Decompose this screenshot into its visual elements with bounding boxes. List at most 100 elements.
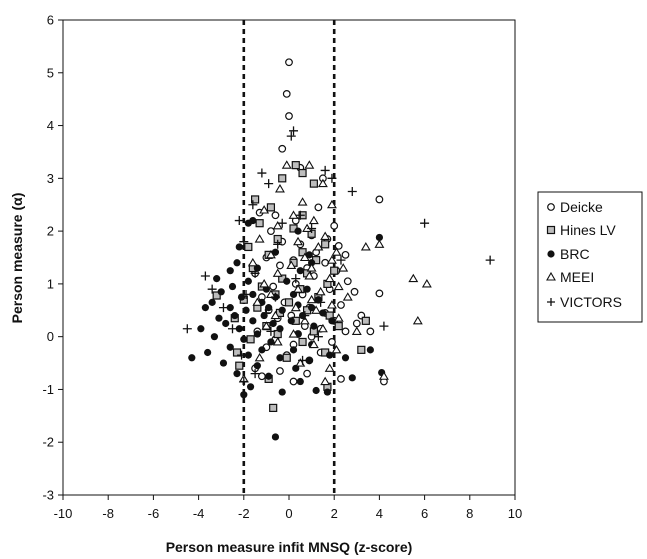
data-point-meei bbox=[297, 197, 308, 206]
data-point-deicke bbox=[352, 319, 361, 328]
data-point-meei bbox=[272, 220, 283, 230]
x-tick-label: -10 bbox=[54, 506, 73, 521]
data-point-meei bbox=[299, 315, 310, 325]
series-meei bbox=[238, 160, 432, 386]
series-brc bbox=[188, 216, 386, 441]
data-point-hines-lv bbox=[278, 174, 287, 183]
data-point-brc bbox=[226, 343, 234, 351]
data-point-brc bbox=[276, 354, 284, 362]
data-point-victors bbox=[420, 218, 430, 228]
data-point-brc bbox=[258, 346, 266, 354]
data-point-brc bbox=[244, 277, 252, 285]
data-point-victors bbox=[241, 289, 251, 299]
data-point-victors bbox=[286, 131, 296, 141]
data-point-brc bbox=[233, 259, 241, 267]
data-point-brc bbox=[283, 277, 291, 285]
data-point-hines-lv bbox=[282, 353, 291, 362]
legend-label-victors: VICTORS bbox=[560, 294, 622, 310]
data-point-meei bbox=[252, 297, 263, 306]
data-point-brc bbox=[201, 304, 209, 312]
data-point-brc bbox=[204, 348, 212, 357]
data-point-meei bbox=[338, 263, 349, 272]
x-axis-title: Person measure infit MNSQ (z-score) bbox=[166, 539, 413, 555]
data-point-victors bbox=[347, 187, 357, 197]
data-point-deicke bbox=[271, 211, 280, 220]
data-point-deicke bbox=[321, 258, 330, 267]
data-point-brc bbox=[375, 233, 383, 242]
data-point-hines-lv bbox=[251, 195, 260, 204]
data-point-hines-lv bbox=[298, 168, 307, 178]
data-point-meei bbox=[306, 294, 317, 304]
data-point-brc bbox=[287, 317, 295, 325]
data-point-brc bbox=[233, 370, 241, 378]
data-point-victors bbox=[257, 168, 267, 178]
data-point-victors bbox=[218, 303, 228, 313]
data-point-deicke bbox=[269, 282, 278, 291]
data-point-meei bbox=[259, 279, 270, 288]
data-point-victors bbox=[182, 324, 192, 334]
x-tick-label: -2 bbox=[238, 506, 250, 521]
data-point-meei bbox=[265, 289, 276, 298]
data-point-brc bbox=[271, 433, 280, 441]
data-point-meei bbox=[333, 281, 344, 291]
data-point-hines-lv bbox=[246, 335, 255, 344]
x-tick-label: -4 bbox=[193, 506, 205, 521]
data-point-deicke bbox=[334, 241, 343, 250]
data-point-brc bbox=[253, 330, 261, 338]
data-point-meei bbox=[317, 323, 328, 333]
data-point-brc bbox=[323, 388, 332, 396]
data-point-victors bbox=[239, 237, 249, 247]
y-tick-label: 1 bbox=[47, 276, 54, 291]
data-point-meei bbox=[286, 260, 297, 269]
data-point-hines-lv bbox=[298, 248, 307, 257]
legend-marker-brc bbox=[547, 250, 555, 258]
data-point-brc bbox=[305, 356, 313, 365]
data-point-meei bbox=[308, 339, 319, 349]
legend-label-brc: BRC bbox=[560, 246, 590, 262]
data-point-meei bbox=[306, 263, 317, 272]
data-point-deicke bbox=[375, 289, 384, 298]
data-point-victors bbox=[277, 218, 287, 228]
data-point-meei bbox=[421, 279, 432, 288]
data-point-brc bbox=[213, 275, 221, 283]
data-point-hines-lv bbox=[334, 322, 343, 331]
data-point-brc bbox=[312, 386, 320, 395]
data-point-brc bbox=[269, 319, 277, 328]
data-point-brc bbox=[188, 354, 196, 362]
data-point-victors bbox=[485, 255, 495, 265]
data-point-meei bbox=[308, 215, 319, 225]
data-point-victors bbox=[239, 377, 249, 387]
data-point-hines-lv bbox=[232, 348, 242, 357]
data-point-meei bbox=[378, 371, 389, 380]
data-point-meei bbox=[254, 234, 265, 243]
data-point-victors bbox=[320, 165, 330, 175]
data-point-meei bbox=[324, 363, 335, 372]
data-point-brc bbox=[235, 325, 243, 333]
data-point-meei bbox=[290, 302, 301, 312]
data-point-brc bbox=[303, 285, 311, 293]
data-point-deicke bbox=[276, 367, 284, 375]
data-point-victors bbox=[289, 126, 299, 136]
data-point-deicke bbox=[375, 195, 384, 204]
data-point-victors bbox=[228, 324, 237, 334]
data-point-brc bbox=[326, 351, 334, 359]
data-point-brc bbox=[348, 374, 356, 382]
data-point-deicke bbox=[341, 250, 350, 259]
y-tick-label: 0 bbox=[47, 329, 54, 344]
data-point-victors bbox=[300, 311, 310, 321]
data-point-deicke bbox=[343, 277, 352, 286]
data-point-victors bbox=[250, 369, 260, 379]
data-point-brc bbox=[244, 219, 252, 227]
data-point-brc bbox=[217, 288, 225, 296]
data-point-meei bbox=[342, 292, 353, 301]
x-tick-label: -8 bbox=[102, 506, 114, 521]
legend-label-hines-lv: Hines LV bbox=[560, 222, 616, 238]
data-point-deicke bbox=[285, 112, 293, 120]
data-point-brc bbox=[319, 309, 327, 317]
data-point-brc bbox=[296, 377, 304, 386]
data-point-meei bbox=[304, 271, 315, 280]
data-point-brc bbox=[226, 267, 234, 275]
data-point-brc bbox=[215, 314, 223, 322]
data-point-hines-lv bbox=[309, 179, 318, 188]
